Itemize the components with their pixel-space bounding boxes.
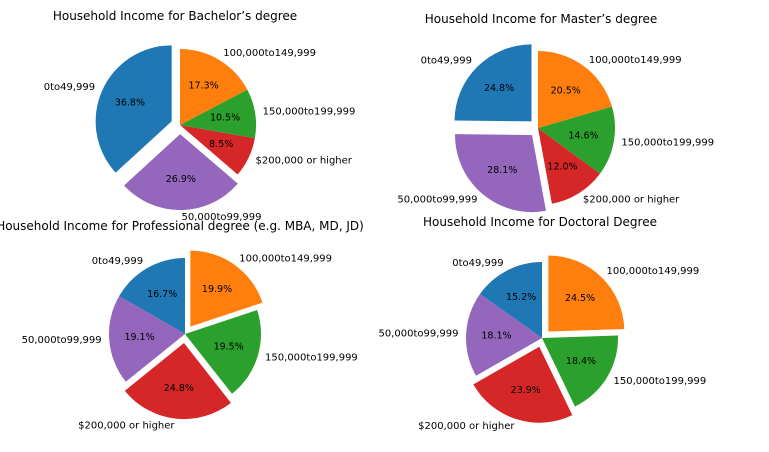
slice-category-label: 0to49,999 bbox=[92, 256, 143, 267]
slice-percent-label: 24.5% bbox=[565, 293, 595, 304]
slice-category-label: 0to49,999 bbox=[44, 82, 95, 93]
pie-slice bbox=[480, 262, 542, 338]
slice-category-label: $200,000 or higher bbox=[256, 155, 353, 166]
slice-category-label: 150,000to199,999 bbox=[265, 353, 358, 364]
slice-category-label: 100,000to149,999 bbox=[589, 55, 682, 66]
slice-percent-label: 10.5% bbox=[210, 113, 240, 124]
slice-category-label: 0to49,999 bbox=[421, 56, 472, 67]
pie-slice bbox=[473, 346, 573, 423]
slice-category-label: 50,000to99,999 bbox=[22, 335, 102, 346]
pie-slice bbox=[454, 44, 532, 122]
slice-category-label: 150,000to199,999 bbox=[263, 107, 356, 118]
slice-percent-label: 18.4% bbox=[566, 356, 596, 367]
pie-slice bbox=[180, 89, 256, 139]
pie-chart-2: Household Income for Master’s degree 24.8… bbox=[397, 12, 714, 213]
pie-slice bbox=[124, 343, 231, 420]
slice-category-label: 100,000to149,999 bbox=[239, 253, 332, 264]
slice-percent-label: 19.1% bbox=[124, 332, 154, 343]
slice-percent-label: 18.1% bbox=[481, 330, 511, 341]
slice-category-label: 150,000to199,999 bbox=[614, 376, 707, 387]
slice-category-label: 150,000to199,999 bbox=[621, 137, 714, 148]
slice-percent-label: 12.0% bbox=[547, 162, 577, 173]
slice-percent-label: 28.1% bbox=[487, 165, 517, 176]
pie-chart-3: Household Income for Professional degree… bbox=[0, 219, 364, 432]
slice-percent-label: 23.9% bbox=[511, 385, 541, 396]
slice-percent-label: 36.8% bbox=[115, 97, 145, 108]
pie-slice bbox=[538, 128, 601, 204]
slice-percent-label: 15.2% bbox=[506, 292, 536, 303]
pie-slice bbox=[455, 134, 546, 213]
chart-title: Household Income for Professional degree… bbox=[0, 219, 364, 233]
pie-slice bbox=[185, 310, 262, 394]
pie-slice bbox=[466, 294, 542, 376]
chart-title: Household Income for Bachelor’s degree bbox=[53, 9, 297, 23]
pie-slice bbox=[180, 125, 255, 175]
pie-slice bbox=[95, 45, 172, 173]
slice-percent-label: 26.9% bbox=[166, 174, 196, 185]
slice-percent-label: 24.8% bbox=[484, 83, 514, 94]
slice-percent-label: 19.9% bbox=[202, 284, 232, 295]
slice-percent-label: 19.5% bbox=[214, 342, 244, 353]
slice-category-label: $200,000 or higher bbox=[78, 421, 175, 432]
pie-slice bbox=[124, 134, 238, 211]
slice-category-label: 100,000to149,999 bbox=[223, 48, 316, 59]
slice-percent-label: 8.5% bbox=[209, 139, 233, 150]
slice-category-label: $200,000 or higher bbox=[418, 421, 515, 432]
slice-category-label: 50,000to99,999 bbox=[378, 328, 458, 339]
chart-title: Household Income for Master’s degree bbox=[425, 12, 658, 26]
slice-percent-label: 20.5% bbox=[551, 86, 581, 97]
slice-percent-label: 16.7% bbox=[147, 289, 177, 300]
pie-slice bbox=[538, 51, 612, 128]
slice-category-label: 0to49,999 bbox=[452, 258, 503, 269]
slice-category-label: 100,000to149,999 bbox=[606, 266, 699, 277]
pie-chart-4: Household Income for Doctoral Degree 15.2… bbox=[378, 215, 706, 432]
slice-category-label: $200,000 or higher bbox=[583, 194, 680, 205]
pie-slice bbox=[109, 296, 185, 382]
pie-slice bbox=[542, 335, 619, 407]
chart-title: Household Income for Doctoral Degree bbox=[423, 215, 657, 229]
slice-category-label: 50,000to99,999 bbox=[397, 194, 477, 205]
slice-percent-label: 24.8% bbox=[164, 383, 194, 394]
pie-slice bbox=[538, 106, 615, 174]
pie-slice bbox=[190, 250, 263, 327]
pie-slice bbox=[119, 258, 185, 334]
slice-percent-label: 17.3% bbox=[188, 80, 218, 91]
pie-slice bbox=[180, 48, 248, 125]
slice-category-label: 50,000to99,999 bbox=[181, 212, 261, 223]
slice-percent-label: 14.6% bbox=[568, 131, 598, 142]
pie-chart-1: Household Income for Bachelor’s degree 36… bbox=[44, 9, 356, 223]
pie-slice bbox=[548, 255, 625, 332]
